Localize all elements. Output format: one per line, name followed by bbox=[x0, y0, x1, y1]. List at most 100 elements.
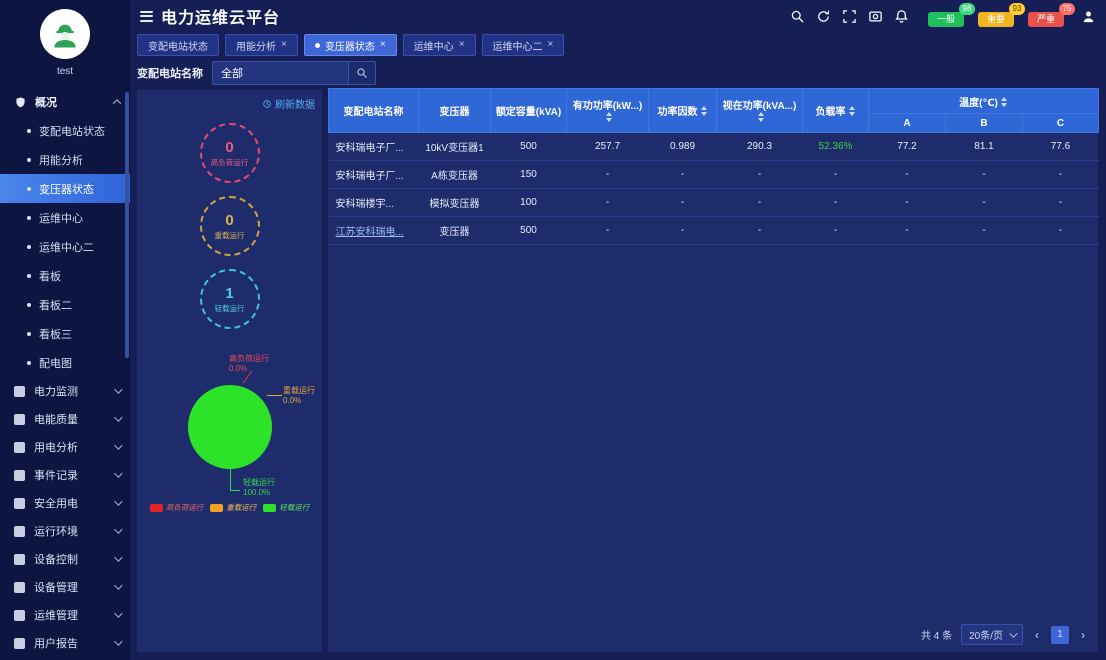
sidebar-group-label: 用户报告 bbox=[34, 638, 78, 650]
sidebar-group-event-records[interactable]: 事件记录 bbox=[0, 461, 130, 489]
temp-b-cell: - bbox=[945, 160, 1023, 189]
sidebar-item-board-3[interactable]: 看板三 bbox=[0, 319, 130, 348]
tab-energy-analysis[interactable]: 用能分析 × bbox=[225, 34, 298, 56]
sidebar-group-device-control[interactable]: 设备控制 bbox=[0, 545, 130, 573]
sort-icon[interactable] bbox=[605, 112, 613, 122]
tab-ops-center[interactable]: 运维中心 × bbox=[402, 34, 476, 56]
next-page-button[interactable]: › bbox=[1081, 627, 1085, 642]
chevron-down-icon bbox=[1009, 628, 1018, 638]
shield-icon bbox=[16, 96, 25, 107]
high-load-label: 高负荷运行 bbox=[210, 157, 249, 167]
capacity-cell: 100 bbox=[490, 188, 567, 217]
total-count: 共 4 条 bbox=[920, 631, 953, 642]
sidebar-group-overview[interactable]: 概况 bbox=[0, 88, 130, 116]
bullet-icon bbox=[27, 128, 31, 133]
capacity-cell: 500 bbox=[490, 216, 567, 245]
page-size-value: 20条/页 bbox=[969, 631, 1003, 642]
sidebar-item-board[interactable]: 看板 bbox=[0, 261, 130, 290]
chevron-down-icon bbox=[114, 553, 123, 562]
station-name-input[interactable] bbox=[212, 61, 348, 85]
page-number-1[interactable]: 1 bbox=[1051, 625, 1069, 644]
temp-b-cell: - bbox=[945, 188, 1023, 217]
sidebar-group-usage-analysis[interactable]: 用电分析 bbox=[0, 433, 130, 461]
annotation-percent: 0.0% bbox=[283, 396, 302, 406]
station-cell: 安科瑞楼宇... bbox=[328, 188, 419, 217]
sidebar: test 概况 变配电站状态 用能分析 变压器状态 运维中心 运维中心二 bbox=[0, 0, 130, 660]
menu-collapse-icon[interactable] bbox=[140, 10, 153, 22]
prev-page-button[interactable]: ‹ bbox=[1035, 627, 1039, 642]
station-name-filter-label: 变配电站名称 bbox=[137, 68, 203, 80]
active-power-cell: 257.7 bbox=[566, 132, 649, 161]
notification-bell-icon[interactable] bbox=[894, 9, 909, 24]
sidebar-group-power-quality[interactable]: 电能质量 bbox=[0, 405, 130, 433]
alarm-level-critical-button[interactable]: 严重 75 bbox=[1027, 2, 1075, 27]
light-load-count-circle: 1 轻载运行 bbox=[199, 269, 260, 329]
alarm-level-important-button[interactable]: 重要 93 bbox=[977, 2, 1025, 27]
user-profile: test bbox=[0, 0, 130, 88]
sidebar-group-power-monitoring[interactable]: 电力监测 bbox=[0, 377, 130, 405]
user-icon[interactable] bbox=[1081, 9, 1096, 24]
power-factor-cell: 0.989 bbox=[648, 132, 717, 161]
search-icon[interactable] bbox=[790, 9, 805, 24]
avatar[interactable] bbox=[40, 9, 90, 59]
page-size-select[interactable]: 20条/页 bbox=[961, 624, 1023, 645]
active-tab-dot-icon bbox=[314, 42, 320, 48]
filter-search-button[interactable] bbox=[348, 61, 376, 85]
alarm-level-general-button[interactable]: 一般 98 bbox=[927, 2, 975, 27]
tab-substation-status[interactable]: 变配电站状态 bbox=[137, 34, 219, 56]
sort-icon[interactable] bbox=[700, 106, 708, 116]
load-rate-cell: - bbox=[802, 188, 869, 217]
temp-a-cell: - bbox=[868, 188, 946, 217]
temp-c-cell: - bbox=[1022, 188, 1099, 217]
sidebar-group-label: 运行环境 bbox=[34, 526, 78, 538]
close-icon[interactable]: × bbox=[547, 39, 554, 50]
col-power-factor: 功率因数 bbox=[648, 88, 717, 133]
sidebar-group-user-reports[interactable]: 用户报告 bbox=[0, 629, 130, 657]
fullscreen-icon[interactable] bbox=[842, 9, 857, 24]
refresh-icon[interactable] bbox=[816, 9, 831, 24]
sidebar-item-ops-center[interactable]: 运维中心 bbox=[0, 203, 130, 232]
chevron-down-icon bbox=[114, 637, 123, 646]
sidebar-item-label: 看板 bbox=[39, 270, 61, 283]
sidebar-group-device-management[interactable]: 设备管理 bbox=[0, 573, 130, 601]
sidebar-scrollbar[interactable] bbox=[125, 92, 129, 358]
tab-label: 运维中心 bbox=[413, 41, 454, 53]
light-load-count: 1 bbox=[225, 284, 234, 302]
username: test bbox=[56, 66, 74, 77]
bullet-icon bbox=[27, 215, 31, 220]
table-row: 安科瑞电子厂... A栋变压器 150 - - - - - - - bbox=[328, 160, 1099, 189]
sidebar-item-substation-status[interactable]: 变配电站状态 bbox=[0, 116, 130, 145]
sort-icon[interactable] bbox=[1000, 96, 1008, 107]
chevron-down-icon bbox=[114, 469, 123, 478]
sort-icon[interactable] bbox=[848, 106, 856, 116]
col-load-rate: 负载率 bbox=[802, 88, 869, 133]
apparent-power-cell: - bbox=[716, 188, 803, 217]
bullet-icon bbox=[27, 157, 31, 162]
sidebar-item-ops-center-2[interactable]: 运维中心二 bbox=[0, 232, 130, 261]
tab-ops-center-2[interactable]: 运维中心二 × bbox=[481, 34, 565, 56]
transformer-cell: 模拟变压器 bbox=[418, 188, 491, 217]
tab-label: 变压器状态 bbox=[324, 41, 375, 53]
sidebar-group-environment[interactable]: 运行环境 bbox=[0, 517, 130, 545]
sidebar-item-distribution-map[interactable]: 配电图 bbox=[0, 348, 130, 377]
sort-icon[interactable] bbox=[757, 112, 765, 122]
tab-transformer-status[interactable]: 变压器状态 × bbox=[303, 34, 397, 56]
pie-leader-line bbox=[230, 469, 240, 491]
close-icon[interactable]: × bbox=[379, 39, 386, 50]
sidebar-item-transformer-status[interactable]: 变压器状态 bbox=[0, 174, 130, 203]
sidebar-group-safe-electricity[interactable]: 安全用电 bbox=[0, 489, 130, 517]
sidebar-group-label: 设备控制 bbox=[34, 554, 78, 566]
load-rate-cell: 52.36% bbox=[802, 132, 869, 161]
close-icon[interactable]: × bbox=[458, 39, 465, 50]
sidebar-group-ops-management[interactable]: 运维管理 bbox=[0, 601, 130, 629]
temp-a-cell: - bbox=[868, 216, 946, 245]
temp-c-cell: - bbox=[1022, 160, 1099, 189]
screenshot-icon[interactable] bbox=[868, 9, 883, 24]
refresh-data-link[interactable]: 刷新数据 bbox=[262, 96, 315, 111]
alarm-label: 一般 bbox=[936, 13, 955, 24]
sidebar-item-board-2[interactable]: 看板二 bbox=[0, 290, 130, 319]
sidebar-item-energy-analysis[interactable]: 用能分析 bbox=[0, 145, 130, 174]
station-link[interactable]: 江苏安科瑞电... bbox=[335, 227, 404, 238]
legend-item-high-load: 高负荷运行 bbox=[149, 502, 203, 513]
close-icon[interactable]: × bbox=[281, 39, 287, 50]
